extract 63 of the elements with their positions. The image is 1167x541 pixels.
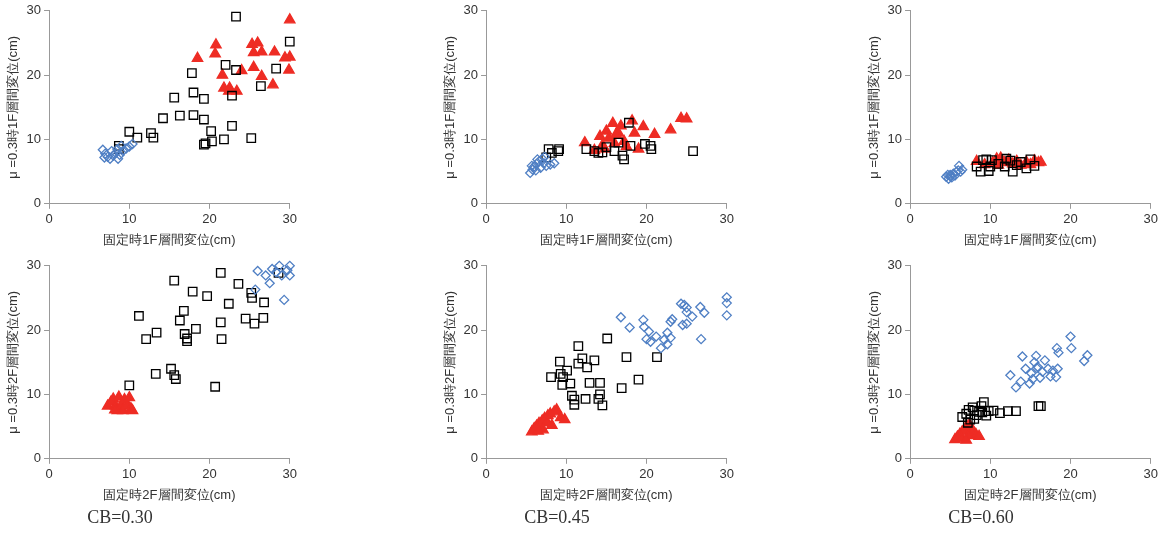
y-tick-label: 10 <box>887 131 903 147</box>
y-axis-title: μ =0.3時2F層間変位(cm) <box>442 290 458 434</box>
y-tick-label: 20 <box>463 321 479 337</box>
y-tick-label: 0 <box>470 195 479 211</box>
y-tick-label: 0 <box>894 195 903 211</box>
x-tick-label: 0 <box>482 211 490 227</box>
x-tick-label: 0 <box>482 466 490 482</box>
y-axis-title: μ =0.3時1F層間変位(cm) <box>5 35 21 179</box>
y-tick-label: 20 <box>26 321 42 337</box>
x-tick-label: 10 <box>983 466 998 482</box>
x-tick-label: 10 <box>559 211 574 227</box>
y-tick-label: 10 <box>463 386 479 402</box>
y-tick-label: 10 <box>463 131 479 147</box>
x-tick-label: 20 <box>202 211 217 227</box>
x-tick-label: 10 <box>559 466 574 482</box>
text: CB=0.30 <box>86 507 154 528</box>
x-tick-label: 30 <box>719 211 734 227</box>
y-axis-title: μ =0.3時2F層間変位(cm) <box>866 290 882 434</box>
y-tick-label: 30 <box>26 2 42 18</box>
x-tick-label: 20 <box>1063 211 1078 227</box>
text: CB=0.60 <box>947 507 1015 528</box>
y-tick-label: 20 <box>463 66 479 82</box>
y-tick-label: 0 <box>894 450 903 466</box>
y-tick-label: 10 <box>26 131 42 147</box>
y-axis-title: μ =0.3時1F層間変位(cm) <box>442 35 458 179</box>
y-tick-label: 0 <box>33 450 42 466</box>
y-tick-label: 30 <box>463 2 479 18</box>
x-tick-label: 0 <box>906 466 914 482</box>
x-tick-label: 30 <box>282 211 297 227</box>
y-tick-label: 30 <box>887 257 903 273</box>
y-tick-label: 10 <box>887 386 903 402</box>
x-tick-label: 0 <box>45 211 53 227</box>
x-tick-label: 0 <box>45 466 53 482</box>
y-tick-label: 0 <box>33 195 42 211</box>
x-axis-title: 固定時1F層間変位(cm) <box>964 231 1097 247</box>
x-tick-label: 20 <box>1063 466 1078 482</box>
x-axis-title: 固定時2F層間変位(cm) <box>103 486 236 502</box>
x-tick-label: 30 <box>719 466 734 482</box>
x-axis-title: 固定時1F層間変位(cm) <box>103 231 236 247</box>
y-tick-label: 30 <box>463 257 479 273</box>
x-axis-title: 固定時1F層間変位(cm) <box>540 231 673 247</box>
x-tick-label: 10 <box>983 211 998 227</box>
y-axis-title: μ =0.3時1F層間変位(cm) <box>866 35 882 179</box>
x-tick-label: 10 <box>122 211 137 227</box>
x-axis-title: 固定時2F層間変位(cm) <box>964 486 1097 502</box>
x-tick-label: 30 <box>282 466 297 482</box>
y-tick-label: 20 <box>887 321 903 337</box>
y-tick-label: 30 <box>887 2 903 18</box>
y-tick-label: 30 <box>26 257 42 273</box>
x-tick-label: 20 <box>639 466 654 482</box>
x-tick-label: 20 <box>202 466 217 482</box>
y-tick-label: 0 <box>470 450 479 466</box>
x-axis-title: 固定時2F層間変位(cm) <box>540 486 673 502</box>
x-tick-label: 20 <box>639 211 654 227</box>
text: CB=0.45 <box>523 507 591 528</box>
y-tick-label: 10 <box>26 386 42 402</box>
y-axis-title: μ =0.3時2F層間変位(cm) <box>5 290 21 434</box>
x-tick-label: 10 <box>122 466 137 482</box>
y-tick-label: 20 <box>26 66 42 82</box>
x-tick-label: 30 <box>1143 211 1158 227</box>
x-tick-label: 0 <box>906 211 914 227</box>
y-tick-label: 20 <box>887 66 903 82</box>
x-tick-label: 30 <box>1143 466 1158 482</box>
